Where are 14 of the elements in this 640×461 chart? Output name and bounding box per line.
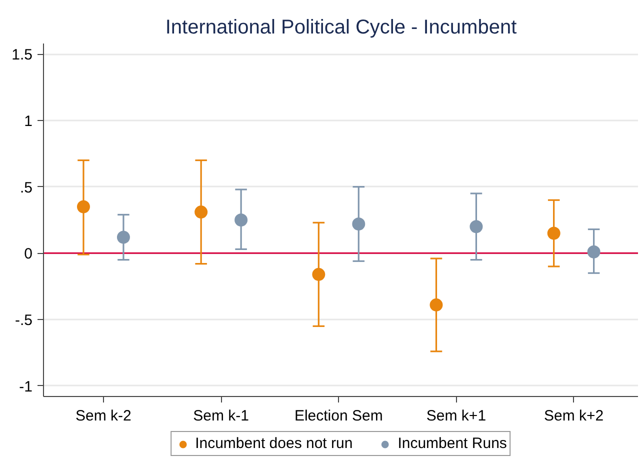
x-tick-label: Sem k-1: [193, 408, 249, 424]
x-tick-label: Election Sem: [294, 408, 383, 424]
y-tick-label: -.5: [14, 312, 33, 330]
x-tick-label: Sem k+2: [544, 408, 604, 424]
y-tick-label: 1.5: [12, 46, 33, 64]
y-tick-label: 1: [24, 112, 32, 130]
y-tick-label: .5: [20, 179, 33, 196]
x-tick-label: Sem k+1: [426, 408, 486, 424]
legend-label: Incumbent does not run: [195, 435, 353, 452]
y-tick-label: 0: [24, 246, 32, 263]
chart-title: International Political Cycle - Incumbent: [165, 16, 518, 38]
x-tick-label: Sem k-2: [76, 408, 132, 424]
y-tick-label: -1: [19, 378, 33, 396]
legend-label: Incumbent Runs: [398, 435, 507, 452]
